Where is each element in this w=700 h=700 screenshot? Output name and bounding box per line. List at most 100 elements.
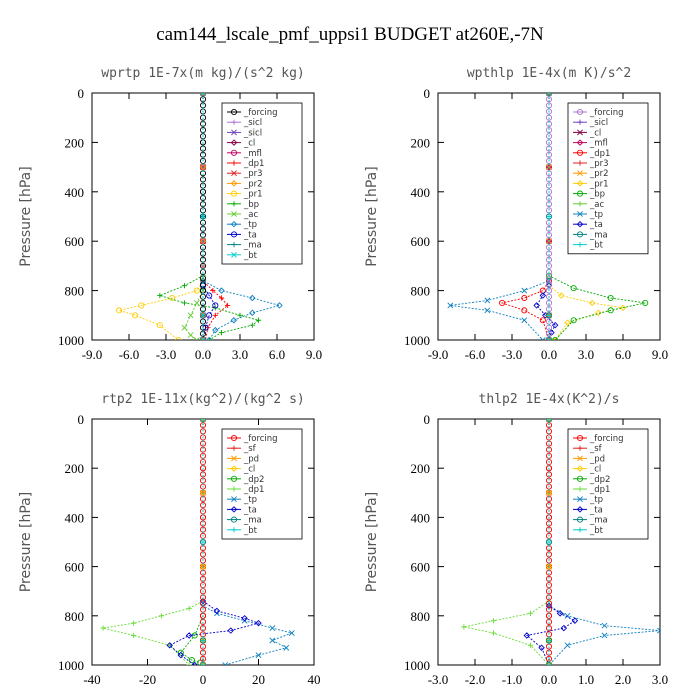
data-point [556, 610, 564, 617]
legend-label: _bt [243, 526, 258, 536]
legend-box [567, 102, 649, 255]
legend-label: _ma [589, 230, 608, 240]
data-point [167, 642, 173, 648]
y-tick-label: 1000 [58, 658, 84, 673]
y-tick-label: 0 [424, 412, 431, 427]
legend-marker [231, 242, 237, 248]
y-tick-label: 1000 [404, 658, 430, 673]
legend-label: _sicl [589, 118, 608, 128]
data-point [200, 93, 206, 96]
data-point [255, 619, 262, 627]
legend-marker [577, 445, 583, 451]
series-dp1 [499, 93, 553, 340]
legend-label: _ta [243, 505, 257, 515]
legend-label: _ta [243, 230, 257, 240]
data-point [533, 302, 540, 309]
legend-item: _bp [227, 200, 259, 210]
data-point [545, 661, 553, 665]
series-pr1 [116, 93, 207, 340]
legend-label: _pd [243, 454, 259, 464]
y-tick-label: 0 [424, 86, 431, 101]
data-point [521, 287, 528, 294]
data-point [218, 295, 225, 301]
legend-label: _pr2 [243, 179, 263, 189]
y-tick-label: 0 [78, 412, 85, 427]
data-point [546, 539, 552, 545]
legend-item: _ma [573, 230, 608, 240]
x-tick-label: -6.0 [119, 347, 140, 362]
data-point [199, 489, 207, 497]
y-tick-label: 200 [411, 461, 431, 476]
legend-marker [577, 455, 583, 462]
series-dp1 [100, 419, 206, 665]
legend-item: _ma [227, 241, 262, 251]
legend-marker [576, 506, 584, 513]
series-line [168, 419, 261, 665]
legend: _forcing_sf_pd_cl_dp2_dp1_tp_ta_ma_bt [567, 428, 649, 540]
data-point [206, 337, 212, 340]
data-point [499, 299, 506, 307]
data-point [131, 620, 137, 626]
data-point [138, 302, 145, 309]
series-group [461, 419, 660, 665]
data-point [521, 307, 528, 314]
legend-label: _bt [243, 251, 258, 261]
series-bt [200, 93, 206, 340]
legend-item: _forcing [573, 108, 624, 118]
data-point [210, 288, 216, 294]
legend-item: _sf [227, 444, 257, 454]
data-point [227, 627, 234, 634]
legend-label: _ta [589, 505, 603, 515]
legend-marker [231, 129, 237, 136]
legend-label: _forcing [589, 108, 624, 118]
data-point [461, 624, 467, 630]
legend-label: _sf [589, 444, 603, 454]
chart-panel-1: wprtp 1E-7x(m kg)/(s^2 kg) Pressure [hPa]… [18, 66, 322, 362]
legend-item: _pr1 [227, 190, 263, 200]
data-point [181, 300, 188, 306]
data-point [199, 563, 207, 570]
legend-marker [230, 506, 238, 513]
legend-item: _dp2 [573, 475, 610, 485]
data-point [200, 312, 206, 319]
legend-marker [576, 220, 584, 228]
series-bt [546, 419, 552, 665]
data-point [545, 563, 553, 570]
series-line [536, 93, 556, 340]
legend-marker [230, 149, 238, 156]
y-axis-label: Pressure [hPa] [18, 166, 34, 266]
legend-label: _pr2 [589, 169, 609, 179]
legend-marker [230, 231, 238, 238]
data-point [288, 630, 295, 636]
x-tick-label: -1.0 [502, 672, 523, 687]
legend-marker [577, 129, 583, 136]
x-tick-label: -20 [139, 672, 156, 687]
data-point [490, 630, 497, 636]
data-point [193, 300, 200, 306]
y-axis-label: Pressure [hPa] [364, 166, 380, 266]
legend-label: _tp [589, 495, 603, 505]
legend-item: _mfl [227, 149, 262, 159]
legend-marker [231, 455, 237, 462]
legend-label: _bp [243, 200, 259, 210]
series-group [447, 93, 649, 340]
legend-marker [231, 496, 237, 503]
legend-marker [231, 211, 237, 217]
data-point [539, 317, 546, 324]
legend-marker [576, 139, 584, 146]
legend-item: _ma [573, 516, 608, 526]
legend-marker [231, 201, 237, 207]
data-point [249, 309, 256, 317]
legend-label: _ma [243, 241, 262, 251]
legend-label: _ac [243, 210, 258, 220]
data-point [521, 294, 528, 302]
legend-label: _cl [243, 139, 255, 149]
data-point [255, 652, 262, 659]
data-point [570, 317, 577, 324]
data-point [588, 299, 596, 307]
legend-marker [577, 201, 583, 207]
data-point [181, 324, 188, 331]
data-point [546, 662, 552, 665]
series-line [202, 419, 294, 665]
